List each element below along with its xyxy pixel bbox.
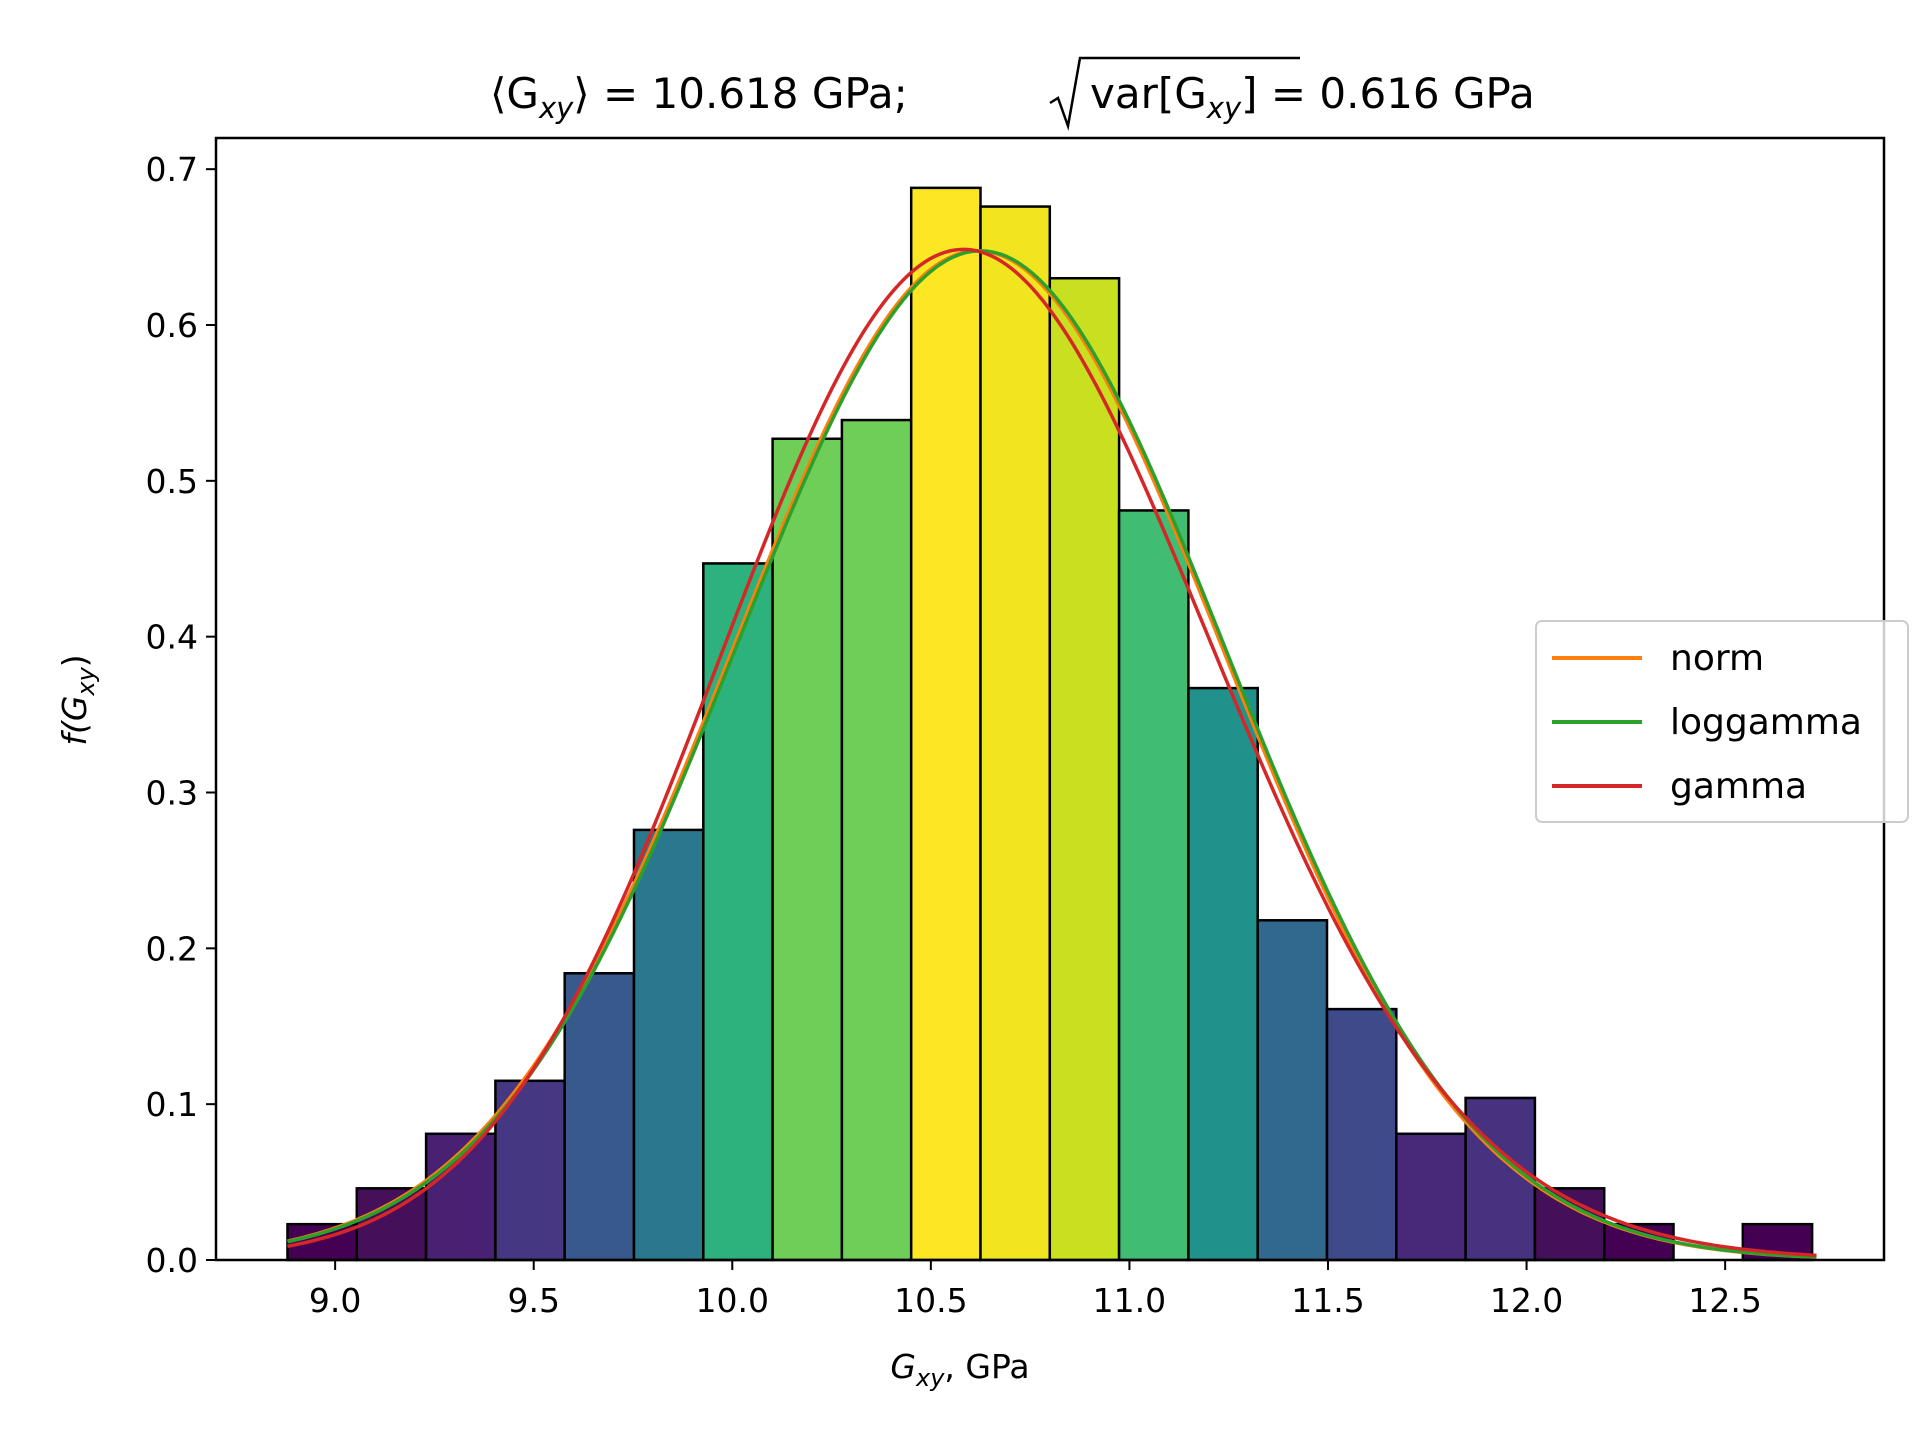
x-axis-title: Gxy, GPa bbox=[890, 1347, 1029, 1392]
x-tick-label: 10.5 bbox=[894, 1281, 967, 1320]
x-tick-label: 11.5 bbox=[1291, 1281, 1364, 1320]
legend-label-norm: norm bbox=[1670, 638, 1764, 679]
histogram-bar bbox=[1187, 686, 1259, 1262]
histogram-bar bbox=[632, 828, 705, 1262]
y-tick-label: 0.7 bbox=[146, 150, 198, 189]
sqrt-sign bbox=[1049, 56, 1300, 131]
histogram-bar bbox=[1048, 277, 1121, 1262]
histogram-bar bbox=[840, 418, 913, 1262]
fit-curve-gamma bbox=[287, 247, 1817, 1258]
x-tick-label: 10.0 bbox=[696, 1281, 769, 1320]
legend: norm loggamma gamma bbox=[1535, 620, 1909, 823]
histogram-bars bbox=[286, 186, 1814, 1262]
y-tick-label: 0.6 bbox=[146, 306, 198, 345]
histogram-bar bbox=[1256, 919, 1329, 1262]
y-tick-label: 0.1 bbox=[146, 1085, 198, 1124]
legend-label-loggamma: loggamma bbox=[1670, 702, 1862, 743]
histogram-bar bbox=[563, 972, 636, 1262]
histogram-bar bbox=[1325, 1007, 1398, 1262]
y-tick-label: 0.2 bbox=[146, 929, 198, 968]
histogram-bar bbox=[771, 437, 844, 1262]
title-mean-part: ⟨Gxy⟩ = 10.618 GPa; bbox=[490, 69, 908, 125]
y-tick-label: 0.4 bbox=[146, 618, 198, 657]
y-tick-label: 0.5 bbox=[146, 462, 198, 501]
histogram-bar bbox=[1464, 1096, 1537, 1262]
histogram-bar bbox=[702, 562, 774, 1262]
histogram-bar bbox=[1395, 1132, 1467, 1262]
chart-title: ⟨Gxy⟩ = 10.618 GPa; var[Gxy] = 0.616 GPa bbox=[490, 56, 1535, 131]
histogram-bar bbox=[979, 205, 1052, 1262]
x-tick-label: 12.5 bbox=[1688, 1281, 1761, 1320]
y-axis: 0.0 0.1 0.2 0.3 0.4 0.5 0.6 0.7 bbox=[146, 150, 216, 1280]
legend-label-gamma: gamma bbox=[1670, 766, 1807, 807]
y-tick-label: 0.3 bbox=[146, 774, 198, 813]
histogram-bar bbox=[909, 186, 982, 1262]
x-tick-label: 11.0 bbox=[1093, 1281, 1166, 1320]
x-tick-label: 9.0 bbox=[309, 1281, 361, 1320]
histogram-bar bbox=[1117, 509, 1190, 1262]
y-tick-label: 0.0 bbox=[146, 1241, 198, 1280]
legend-box bbox=[1535, 620, 1909, 823]
x-axis: 9.0 9.5 10.0 10.5 11.0 11.5 12.0 12.5 bbox=[309, 1260, 1762, 1320]
x-tick-label: 12.0 bbox=[1490, 1281, 1563, 1320]
y-axis-title: f(Gxy) bbox=[55, 654, 100, 745]
histogram-bar bbox=[355, 1187, 428, 1262]
x-tick-label: 9.5 bbox=[507, 1281, 559, 1320]
fit-curves bbox=[287, 247, 1817, 1259]
title-std-part: var[Gxy] = 0.616 GPa bbox=[1090, 69, 1535, 125]
